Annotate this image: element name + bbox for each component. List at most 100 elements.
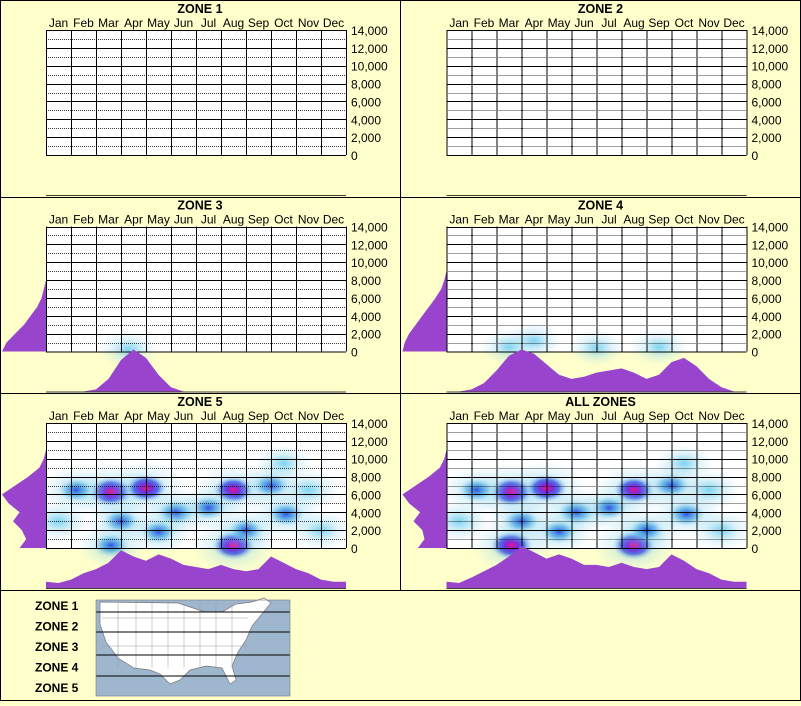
grid-layer	[46, 226, 347, 353]
y-tick-label: 8,000	[752, 274, 782, 288]
legend-zone-label: ZONE 5	[35, 681, 79, 695]
heat-spot	[140, 520, 177, 544]
y-tick-label: 2,000	[752, 131, 782, 145]
month-tick-label: May	[548, 213, 571, 227]
grid-layer	[446, 30, 748, 156]
month-tick-label: Jul	[601, 409, 616, 423]
y-tick-label: 8,000	[752, 78, 782, 92]
legend-zone-label: ZONE 4	[35, 661, 79, 675]
heat-spot	[292, 479, 325, 501]
month-tick-label: Apr	[124, 16, 143, 30]
heatmap-layer	[27, 444, 352, 574]
y-tick-label: 10,000	[752, 256, 789, 270]
month-tick-label: Dec	[323, 16, 344, 30]
month-tick-label: Feb	[474, 16, 495, 30]
month-tick-label: Nov	[698, 16, 719, 30]
month-tick-label: Apr	[525, 16, 544, 30]
month-tick-label: Nov	[698, 213, 719, 227]
month-tick-label: Dec	[723, 409, 744, 423]
month-tick-label: Oct	[675, 213, 694, 227]
heat-spot	[58, 477, 94, 502]
y-tick-label: 4,000	[752, 506, 782, 520]
heat-spot	[519, 331, 549, 351]
month-tick-label: May	[147, 409, 170, 423]
legend-zone-label: ZONE 1	[35, 599, 79, 613]
zone-legend: ZONE 1 ZONE 2 ZONE 3 ZONE 4 ZONE 5	[35, 597, 291, 697]
month-tick-label: Nov	[298, 409, 319, 423]
heat-spot	[668, 453, 700, 474]
panel-zone-4: ZONE 4 Jan Feb Mar Apr May Jun Jul Aug Sep Oct Nov D…	[402, 199, 789, 393]
elevation-density-curve	[402, 423, 447, 548]
month-tick-label: Apr	[124, 409, 143, 423]
month-tick-label: May	[147, 213, 170, 227]
month-tick-label: Sep	[248, 409, 270, 423]
panel-zone-5: ZONE 5 Jan Feb Mar Apr May Jun Jul Aug Sep Oct Nov D…	[2, 395, 388, 589]
y-tick-label: 14,000	[351, 417, 388, 431]
heat-spot	[458, 477, 495, 502]
month-tick-label: Sep	[648, 16, 670, 30]
month-tick-label: Oct	[274, 16, 293, 30]
month-tick-label: May	[147, 16, 170, 30]
us-map	[95, 597, 291, 697]
y-tick-label: 12,000	[351, 435, 388, 449]
month-tick-label: Dec	[323, 409, 344, 423]
heat-spot	[643, 337, 675, 357]
month-tick-label: Jan	[49, 16, 68, 30]
month-tick-label: Sep	[648, 213, 670, 227]
month-tick-label: Jun	[574, 213, 593, 227]
panel-title: ZONE 3	[177, 199, 222, 213]
month-tick-label: Feb	[474, 409, 495, 423]
y-tick-label: 2,000	[351, 524, 381, 538]
y-tick-label: 8,000	[752, 471, 782, 485]
y-tick-label: 2,000	[752, 524, 782, 538]
y-tick-label: 12,000	[351, 238, 388, 252]
y-tick-label: 8,000	[351, 274, 381, 288]
y-tick-label: 4,000	[351, 113, 381, 127]
month-tick-label: Oct	[274, 409, 293, 423]
panel-zone-3: ZONE 3 Jan Feb Mar Apr May Jun Jul Aug Sep Oct Nov D…	[2, 199, 388, 393]
month-tick-label: Aug	[223, 16, 244, 30]
month-tick-label: Jul	[201, 409, 216, 423]
month-tick-label: Nov	[298, 213, 319, 227]
month-tick-label: Jan	[449, 213, 468, 227]
month-density-curve	[46, 550, 346, 588]
panel-title: ZONE 4	[578, 199, 623, 213]
heat-spot	[541, 520, 577, 544]
month-tick-label: Dec	[723, 213, 744, 227]
panel-title: ZONE 5	[177, 395, 222, 409]
month-density-curve	[46, 349, 346, 392]
legend-zone-label: ZONE 2	[35, 620, 79, 634]
y-tick-label: 6,000	[351, 292, 381, 306]
heat-spot	[268, 453, 299, 474]
month-tick-label: Aug	[223, 213, 244, 227]
y-tick-label: 4,000	[752, 113, 782, 127]
y-tick-label: 8,000	[351, 471, 381, 485]
month-tick-label: Feb	[73, 16, 94, 30]
month-tick-label: Feb	[73, 213, 94, 227]
elevation-density-curve	[2, 423, 46, 548]
grid-layer	[46, 30, 347, 156]
grid-layer	[46, 423, 347, 549]
grid-layer	[446, 423, 748, 549]
y-tick-label: 12,000	[351, 42, 388, 56]
month-tick-label: Oct	[274, 213, 293, 227]
heat-spot	[591, 496, 627, 520]
y-tick-label: 14,000	[752, 417, 789, 431]
month-tick-label: Jan	[49, 213, 68, 227]
y-tick-label: 14,000	[351, 221, 388, 235]
y-tick-label: 14,000	[752, 221, 789, 235]
month-tick-label: Nov	[698, 409, 719, 423]
month-tick-label: Jun	[174, 16, 193, 30]
y-tick-label: 0	[752, 542, 759, 556]
y-tick-label: 0	[752, 149, 759, 163]
month-tick-label: Sep	[648, 409, 670, 423]
month-tick-label: Feb	[474, 213, 495, 227]
y-tick-label: 4,000	[351, 506, 381, 520]
y-tick-label: 12,000	[752, 435, 789, 449]
month-tick-label: Mar	[98, 409, 119, 423]
y-tick-label: 2,000	[351, 328, 381, 342]
y-tick-label: 0	[351, 149, 358, 163]
month-tick-label: May	[548, 409, 571, 423]
month-tick-label: Mar	[499, 16, 520, 30]
